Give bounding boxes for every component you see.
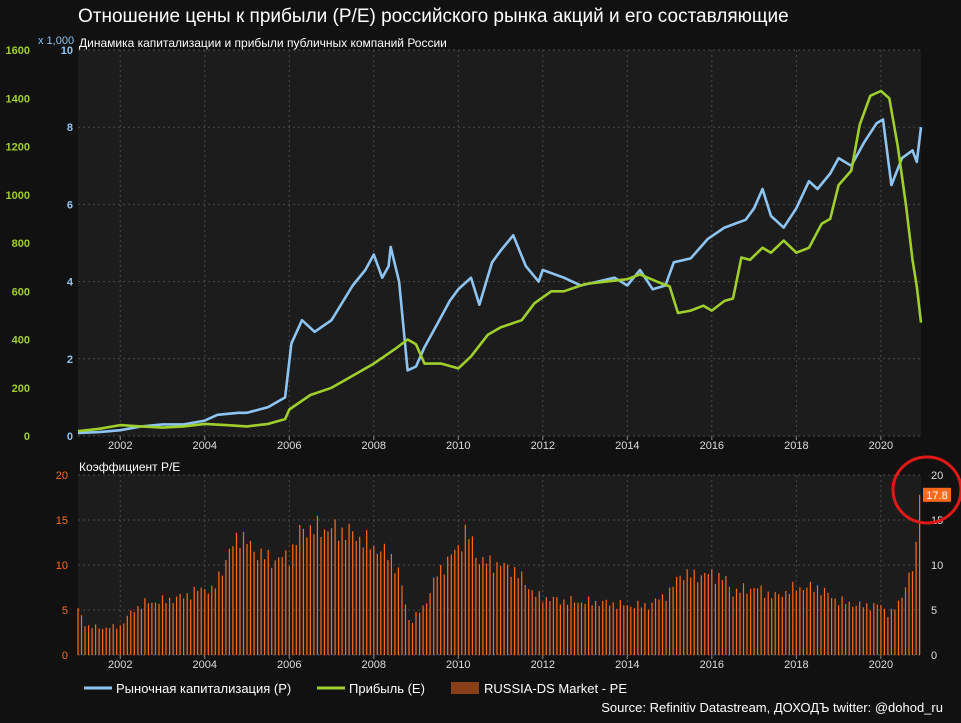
bottom-x-tick-label: 2016	[700, 659, 724, 671]
pe-right-tick-label: 10	[931, 560, 943, 572]
pe-right-tick-label: 0	[931, 650, 937, 662]
pe-right-tick-label: 5	[931, 605, 937, 617]
y-right-multiplier-label: x 1,000	[38, 35, 74, 47]
y-right-tick-label: 4	[67, 277, 74, 289]
bottom-x-tick-label: 2020	[869, 659, 893, 671]
bottom-x-tick-label: 2006	[277, 659, 301, 671]
y-left-tick-label: 200	[12, 383, 30, 395]
y-left-tick-label: 1600	[6, 45, 30, 57]
top-series-lines	[77, 89, 923, 435]
cap-series-line	[77, 118, 923, 435]
legend-cap-label: Рыночная капитализация (P)	[116, 681, 291, 696]
y-left-tick-label: 1400	[6, 93, 30, 105]
earn-series-line	[77, 89, 923, 433]
bottom-x-tick-label: 2002	[108, 659, 132, 671]
bottom-x-tick-label: 2018	[784, 659, 808, 671]
bottom-x-tick-label: 2010	[446, 659, 470, 671]
top-x-axis: 2002 2004 2006 2008 2010 2012 2014 2016 2018 2020	[108, 436, 893, 452]
pe-left-tick-label: 15	[56, 515, 68, 527]
legend-earn-label: Прибыль (E)	[349, 681, 425, 696]
bottom-x-tick-label: 2012	[531, 659, 555, 671]
pe-left-tick-label: 10	[56, 560, 68, 572]
y-left-tick-label: 1200	[6, 142, 30, 154]
top-panel-title: Динамика капитализации и прибыли публичн…	[79, 36, 447, 50]
top-grid	[78, 49, 921, 437]
top-x-tick-label: 2020	[869, 440, 893, 452]
top-x-tick-label: 2002	[108, 440, 132, 452]
bottom-x-tick-label: 2008	[362, 659, 386, 671]
source-note: Source: Refinitiv Datastream, ДОХОДЪ twi…	[601, 700, 943, 715]
top-right-axis: 0 2 4 6 8 10	[61, 45, 74, 443]
y-left-tick-label: 400	[12, 335, 30, 347]
top-x-tick-label: 2016	[700, 440, 724, 452]
top-plot-area	[78, 50, 921, 436]
last-value-badge: 17.8	[923, 487, 951, 502]
pe-left-tick-label: 20	[56, 470, 68, 482]
top-x-tick-label: 2004	[193, 440, 217, 452]
bottom-x-tick-label: 2004	[193, 659, 217, 671]
legend-pe-swatch	[451, 682, 479, 694]
y-right-tick-label: 0	[67, 431, 73, 443]
top-x-tick-label: 2006	[277, 440, 301, 452]
top-x-tick-label: 2010	[446, 440, 470, 452]
top-x-tick-label: 2014	[615, 440, 639, 452]
legend: Рыночная капитализация (P) Прибыль (E) R…	[84, 681, 627, 696]
y-left-tick-label: 1000	[6, 190, 30, 202]
y-right-tick-label: 6	[67, 199, 73, 211]
top-x-tick-label: 2008	[362, 440, 386, 452]
pe-left-tick-label: 0	[62, 650, 68, 662]
top-left-axis: 0 200 400 600 800 1000 1200 1400 1600	[6, 45, 30, 443]
pe-bars	[77, 494, 921, 655]
bottom-x-tick-label: 2014	[615, 659, 639, 671]
bottom-left-axis: 0 5 10 15 20	[56, 470, 68, 662]
bottom-x-axis: 2002 2004 2006 2008 2010 2012 2014 2016 2018 2020	[108, 655, 893, 671]
top-x-tick-label: 2012	[531, 440, 555, 452]
y-left-tick-label: 600	[12, 286, 30, 298]
y-right-tick-label: 8	[67, 122, 73, 134]
last-value-badge-bg	[923, 487, 951, 502]
y-right-tick-label: 2	[67, 354, 73, 366]
y-right-tick-label: 10	[61, 45, 73, 57]
bottom-panel-title: Коэффициент P/E	[79, 460, 180, 474]
highlight-circle	[891, 455, 961, 525]
last-value-badge-text: 17.8	[926, 490, 947, 502]
y-left-tick-label: 800	[12, 238, 30, 250]
pe-right-tick-label: 20	[931, 470, 943, 482]
chart-title: Отношение цены к прибыли (P/E) российско…	[78, 6, 789, 27]
legend-pe-label: RUSSIA-DS Market - PE	[484, 681, 627, 696]
pe-left-tick-label: 5	[62, 605, 68, 617]
top-x-tick-label: 2018	[784, 440, 808, 452]
y-left-tick-label: 0	[24, 431, 30, 443]
